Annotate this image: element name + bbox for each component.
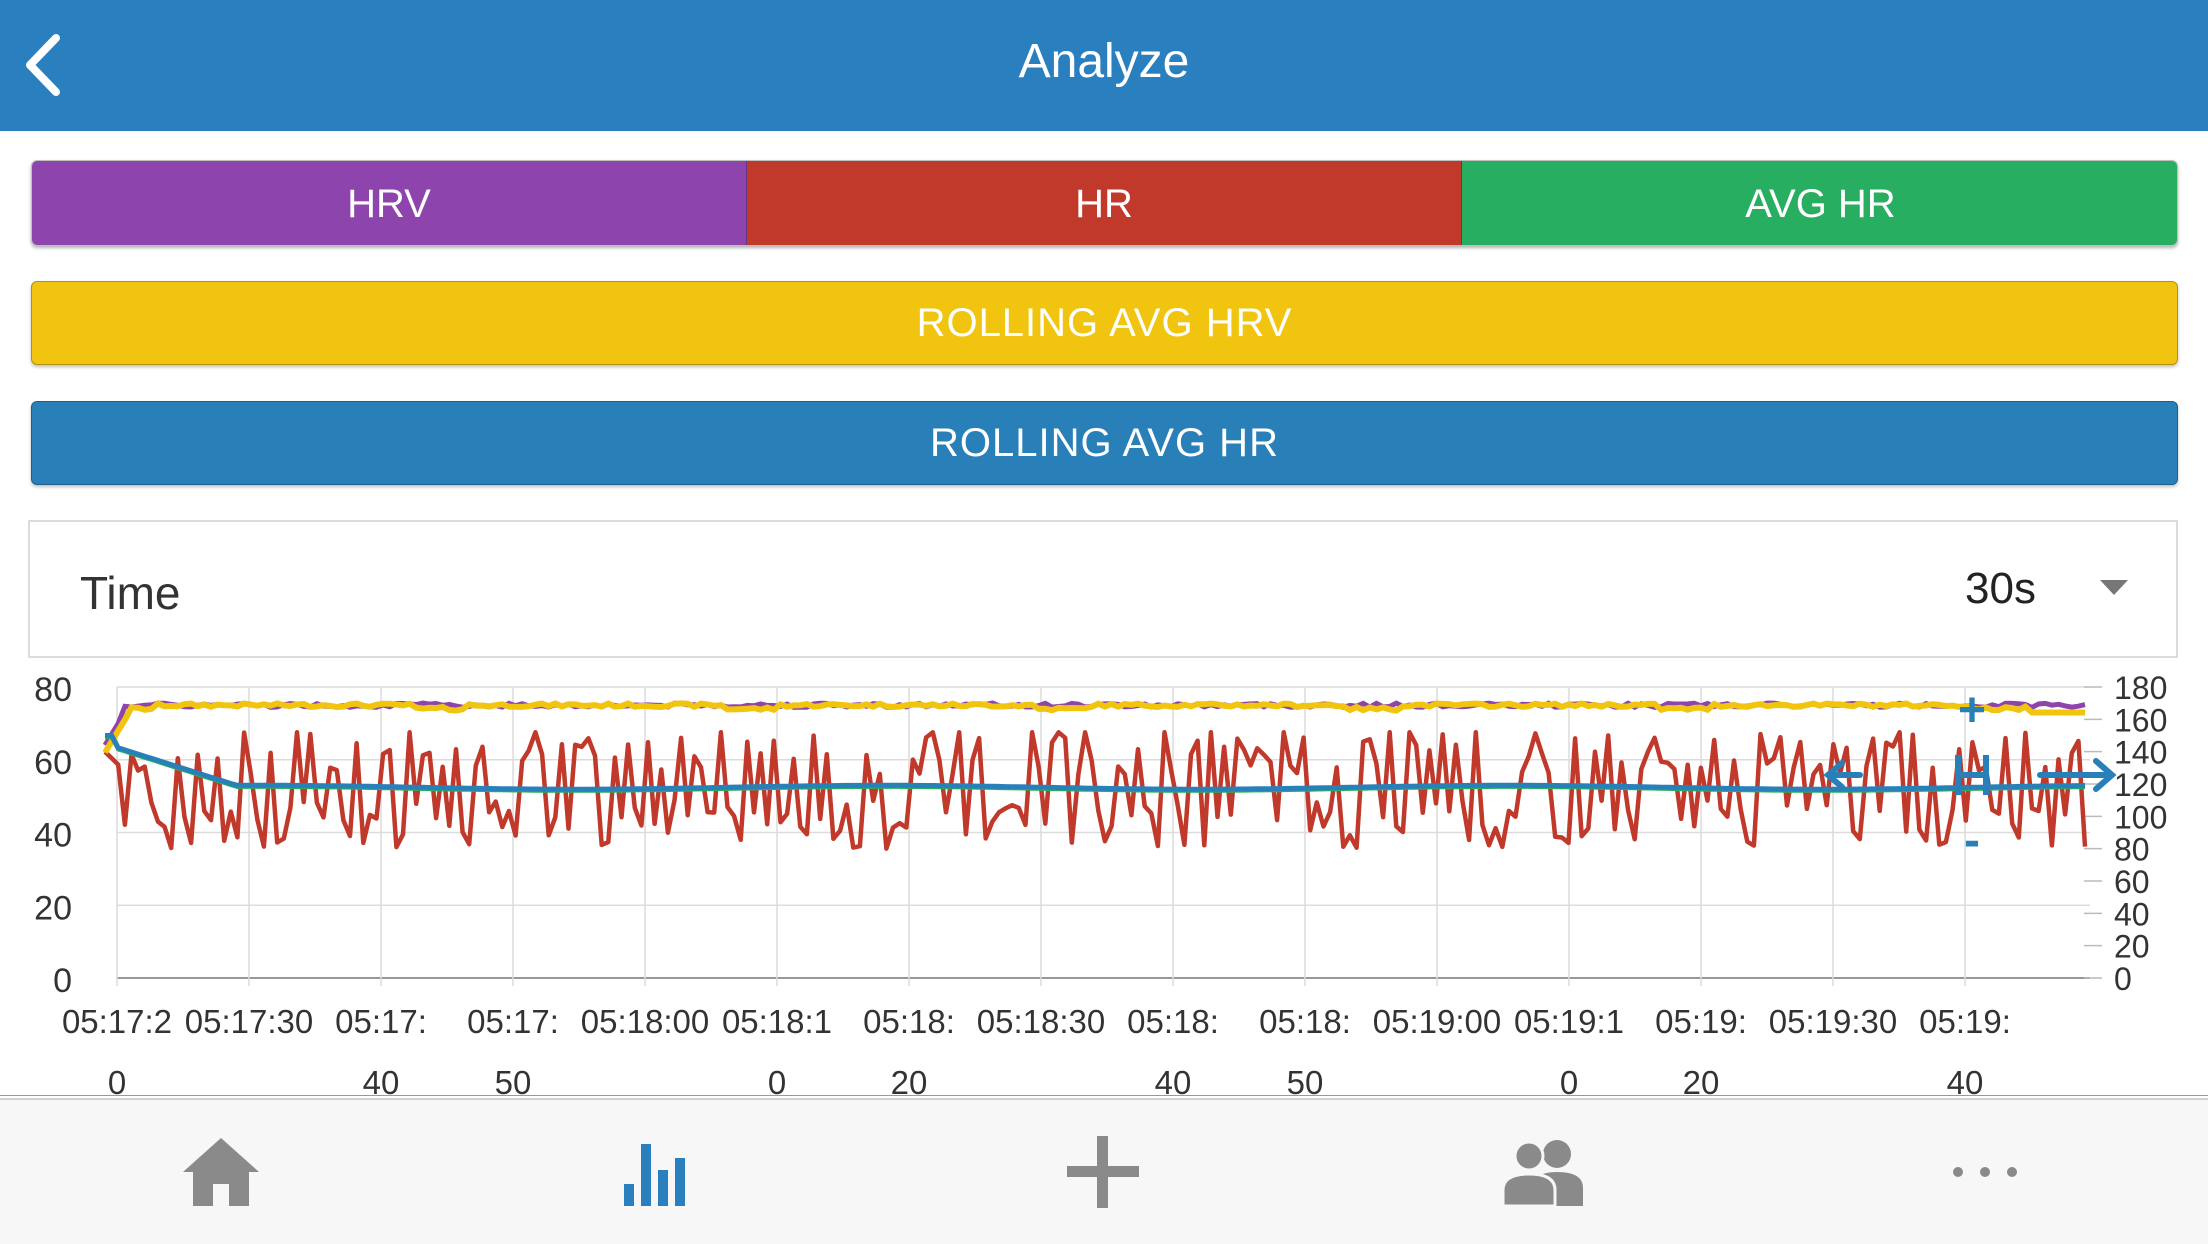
- left-axis-tick-label: 80: [34, 671, 72, 709]
- tab-more[interactable]: [1764, 1100, 2205, 1244]
- right-axis-tick-label: 80: [2114, 832, 2150, 868]
- right-axis-tick-label: 100: [2114, 799, 2167, 835]
- x-axis-tick-label: 05:18:: [863, 1003, 955, 1040]
- left-axis-tick-label: 20: [34, 889, 72, 927]
- back-icon[interactable]: [18, 30, 68, 100]
- x-axis-tick-label-line2: 50: [495, 1064, 532, 1096]
- right-axis-tick-label: 160: [2114, 702, 2167, 738]
- x-axis-tick-label-line2: 40: [1155, 1064, 1192, 1096]
- right-axis-tick-label: 60: [2114, 864, 2150, 900]
- right-axis-tick-label: 40: [2114, 896, 2150, 932]
- tab-groups[interactable]: [1323, 1100, 1764, 1244]
- tab-add[interactable]: [882, 1100, 1323, 1244]
- x-axis-tick-label-line2: 40: [363, 1064, 400, 1096]
- x-axis-tick-label-line2: 50: [1287, 1064, 1324, 1096]
- series-toggle-group: HRV HR AVG HR: [31, 160, 2178, 246]
- rolling-avg-hrv-toggle-button[interactable]: ROLLING AVG HRV: [31, 281, 2178, 365]
- hrv-toggle-button[interactable]: HRV: [32, 161, 747, 245]
- zoom-in-button[interactable]: +: [1958, 684, 1986, 737]
- avg-hr-toggle-button[interactable]: AVG HR: [1462, 161, 2177, 245]
- zoom-reset-icon[interactable]: [1955, 755, 1989, 795]
- hr-series-line: [103, 730, 2088, 851]
- x-axis-tick-label: 05:17:: [335, 1003, 427, 1040]
- x-axis-tick-label: 05:18:: [1127, 1003, 1219, 1040]
- home-icon: [182, 1138, 259, 1206]
- x-axis-tick-label: 05:18:: [1259, 1003, 1351, 1040]
- x-axis-tick-label: 05:19:30: [1769, 1003, 1897, 1040]
- x-axis-tick-label: 05:18:30: [977, 1003, 1105, 1040]
- time-window-select[interactable]: Time 30s: [28, 520, 2178, 658]
- pan-right-arrow-icon[interactable]: [2037, 758, 2117, 792]
- rolling-avg-hr-toggle-button[interactable]: ROLLING AVG HR: [31, 401, 2178, 485]
- rolling-avg-hr-series-line: [105, 733, 2086, 792]
- left-axis-tick-label: 0: [53, 962, 72, 1000]
- tab-analyze[interactable]: [441, 1100, 882, 1244]
- right-axis-tick-label: 0: [2114, 961, 2132, 997]
- x-axis-tick-label: 05:17:2: [62, 1003, 172, 1040]
- right-axis-tick-label: 140: [2114, 735, 2167, 771]
- bottom-tab-bar: [0, 1098, 2208, 1244]
- more-icon: [1952, 1167, 2017, 1177]
- zoom-out-button[interactable]: -: [1964, 814, 1980, 867]
- left-axis-tick-label: 60: [34, 744, 72, 782]
- right-axis-tick-label: 180: [2114, 670, 2167, 706]
- right-axis-tick-label: 120: [2114, 767, 2167, 803]
- pan-left-arrow-icon[interactable]: [1823, 760, 1863, 790]
- group-icon: [1501, 1140, 1583, 1208]
- x-axis-tick-label: 05:17:30: [185, 1003, 313, 1040]
- header-bar: Analyze: [0, 0, 2208, 131]
- x-axis-tick-label: 05:18:1: [722, 1003, 832, 1040]
- page-title: Analyze: [1018, 35, 1190, 88]
- hrv-hr-line-chart[interactable]: 02040608002040608010012014016018005:17:2…: [0, 660, 2208, 1096]
- x-axis-tick-label: 05:17:: [467, 1003, 559, 1040]
- x-axis-tick-label: 05:18:00: [581, 1003, 709, 1040]
- hrv-series-line: [102, 700, 2086, 747]
- bar-chart-icon: [623, 1144, 685, 1206]
- left-axis-tick-label: 40: [34, 817, 72, 855]
- x-axis-tick-label-line2: 0: [108, 1064, 126, 1096]
- tab-home[interactable]: [0, 1100, 441, 1244]
- x-axis-tick-label-line2: 0: [1560, 1064, 1578, 1096]
- x-axis-tick-label-line2: 40: [1947, 1064, 1984, 1096]
- hr-toggle-button[interactable]: HR: [747, 161, 1462, 245]
- x-axis-tick-label-line2: 20: [1683, 1064, 1720, 1096]
- x-axis-tick-label-line2: 0: [768, 1064, 786, 1096]
- right-axis-tick-label: 20: [2114, 929, 2150, 965]
- rolling-avg-hrv-series-line: [102, 700, 2085, 755]
- time-select-value: 30s: [1965, 564, 2036, 613]
- plus-icon: [1066, 1136, 1139, 1208]
- chevron-down-icon: [2100, 580, 2128, 595]
- x-axis-tick-label: 05:19:: [1919, 1003, 2011, 1040]
- time-select-label: Time: [80, 567, 181, 619]
- x-axis-tick-label: 05:19:00: [1373, 1003, 1501, 1040]
- x-axis-tick-label: 05:19:1: [1514, 1003, 1624, 1040]
- x-axis-tick-label: 05:19:: [1655, 1003, 1747, 1040]
- x-axis-tick-label-line2: 20: [891, 1064, 928, 1096]
